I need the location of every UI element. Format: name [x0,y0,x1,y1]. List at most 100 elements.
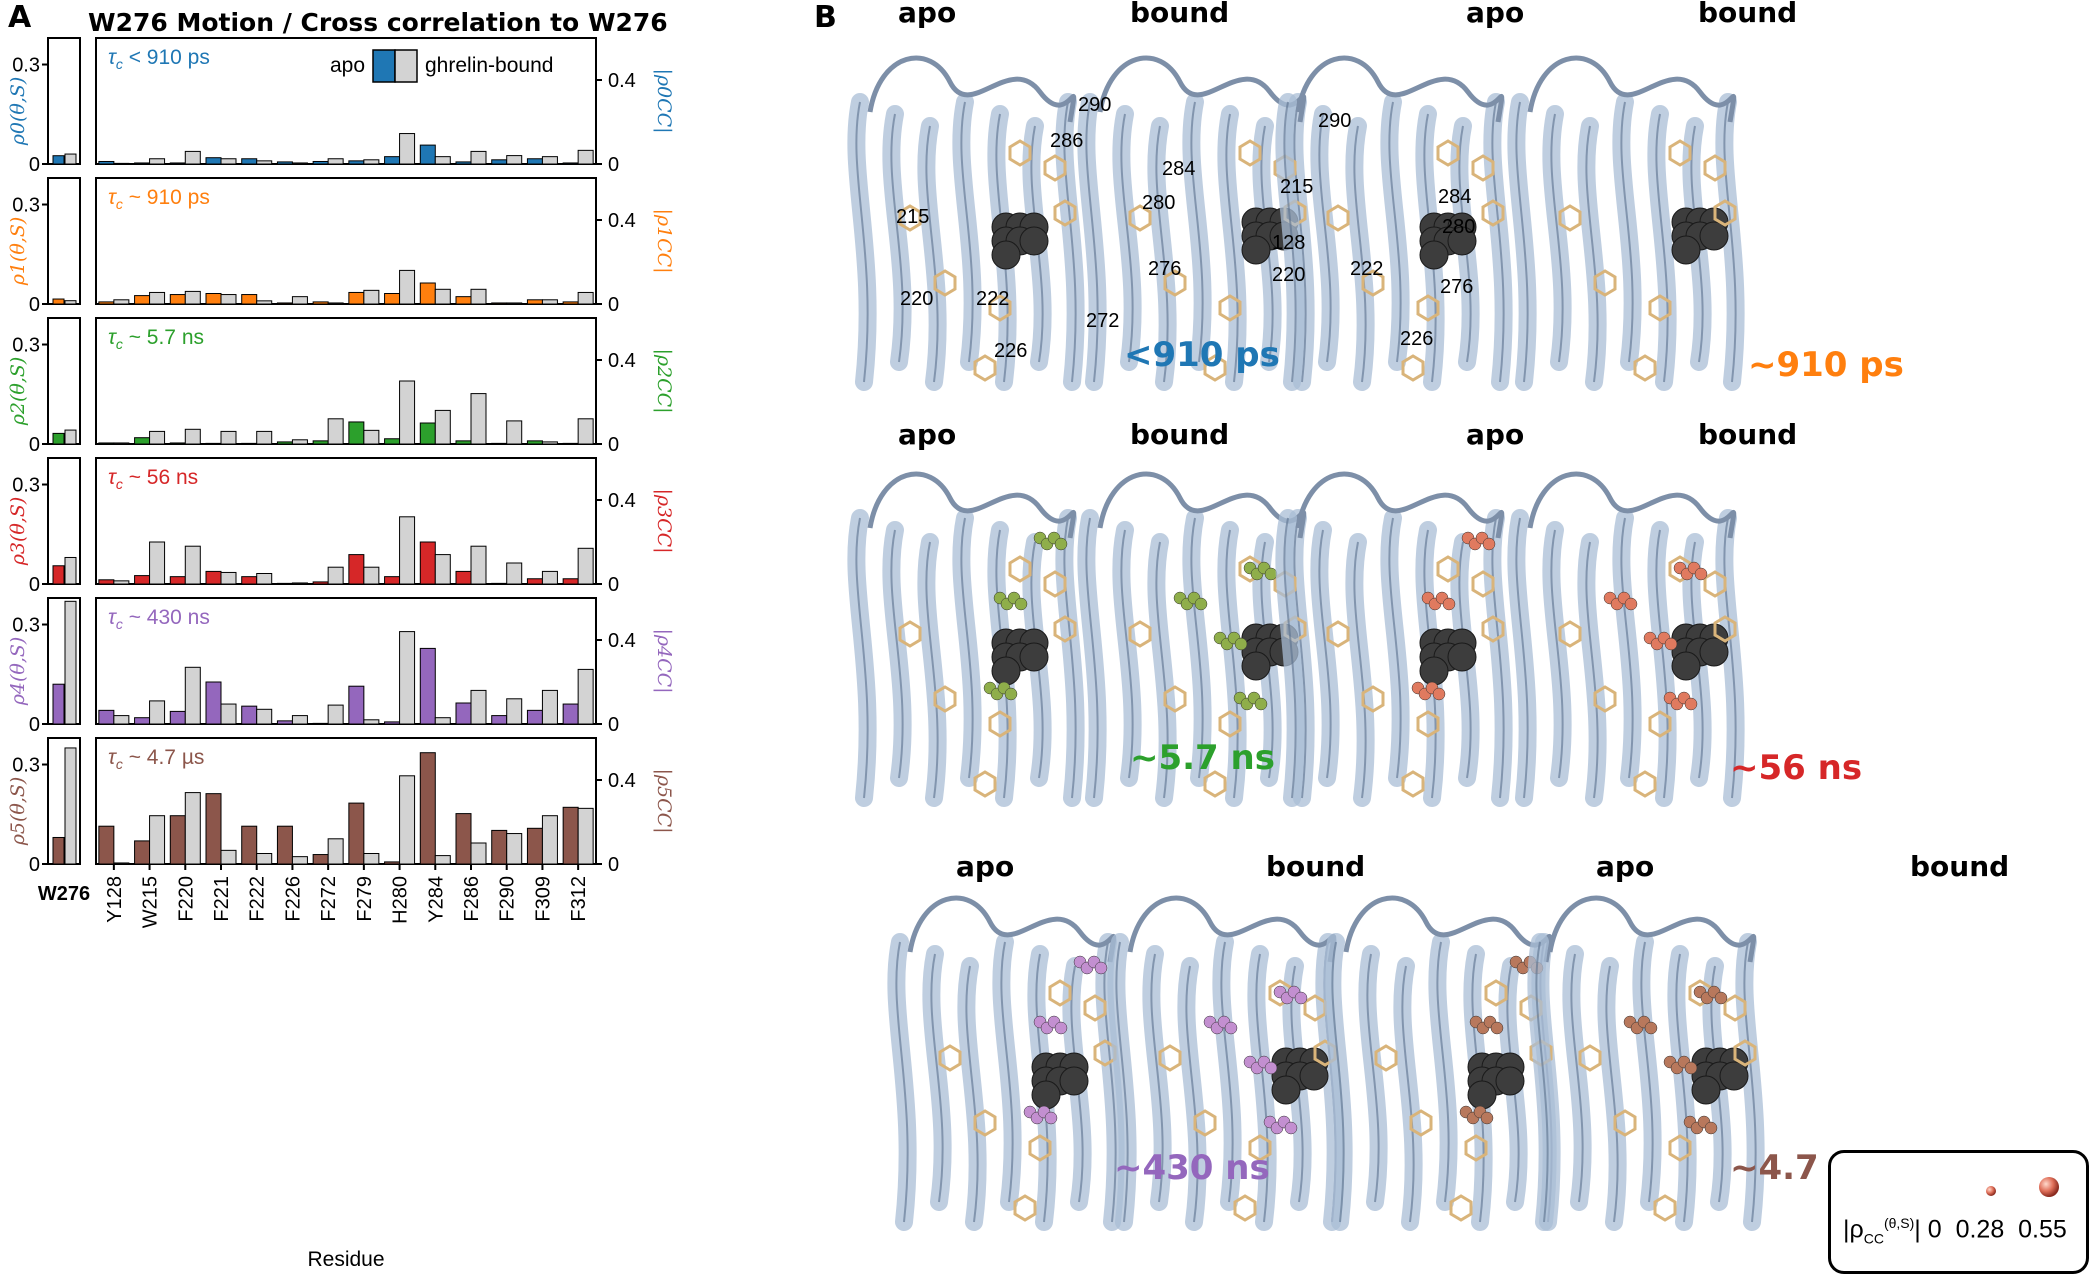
view-label-bound: bound [1266,850,1366,883]
bar-bound [363,719,380,725]
side-chain [1723,994,1747,1022]
bar-bound [291,162,308,165]
helix-ribbon [1428,933,1458,1211]
helix-ribbon [847,93,877,391]
bar-bound [541,570,558,585]
helix-edge [965,965,979,1223]
bar-apo [562,806,579,865]
bar-bound [291,582,308,585]
helix-ribbon [1612,93,1642,371]
helix-edge [1620,101,1634,363]
bar-bound [470,842,487,865]
y-tick-label: 0.3 [12,615,40,637]
loop [1547,895,1757,963]
bar-bound [184,666,201,725]
bar-apo [384,861,401,865]
bar-bound [220,158,237,165]
helix-edge [1190,517,1204,779]
view-label-apo: apo [1596,850,1655,883]
bar-apo [312,581,329,585]
side-chain [1578,1044,1602,1072]
helix-ribbon [1632,933,1662,1211]
protein-snapshot [1527,895,1765,1231]
side-chain [1326,204,1350,232]
bar-w276-apo [52,155,65,165]
correlated-residue [1014,597,1028,611]
helix-ribbon [1542,521,1572,787]
helix-edge [895,941,909,1223]
bar-w276-bound [64,429,77,445]
helix-edge [1585,125,1599,383]
residue-number: 290 [1078,94,1112,116]
bar-bound [184,428,201,445]
residue-axes-frame [95,37,597,165]
helix-ribbon [1507,509,1537,807]
y-axis-label: |ρ4CC| [653,628,675,693]
side-chain [988,710,1012,738]
bar-bound [220,703,237,725]
correlated-residue [1480,1111,1494,1125]
helix-edge [1120,113,1134,363]
helix-edge [855,517,869,799]
bar-bound [434,288,451,305]
residue-number: 284 [1162,158,1196,180]
bar-apo [276,441,293,445]
side-chain [1048,979,1072,1007]
side-chain [1416,294,1440,322]
w276-sphere [1031,1080,1061,1110]
bar-apo [562,703,579,725]
w276-sphere [991,656,1021,686]
correlated-residue [1054,537,1068,551]
w276-axes-frame [47,317,81,445]
helix-ribbon [952,93,982,371]
side-chain [1053,199,1077,227]
correlated-residue [1624,597,1638,611]
panel-b-letter: B [814,0,837,35]
correlated-residue [1264,1061,1278,1075]
side-chain [1613,1109,1637,1137]
residue-number: 226 [994,340,1028,362]
view-label-bound: bound [1130,418,1230,451]
side-chain [898,204,922,232]
helix-ribbon [952,509,982,787]
helix-ribbon [1380,509,1410,787]
timescale-label: τc ~ 56 ns [108,466,198,492]
residue-axes-frame [95,457,597,585]
y-tick-label: 0 [29,294,40,316]
bar-apo [562,578,579,585]
bar-bound [184,545,201,585]
helix-edge [1388,101,1402,363]
bar-apo [455,440,472,445]
side-chain [1648,294,1672,322]
bar-bound [470,545,487,585]
bar-bound [506,833,523,865]
helix-ribbon [847,509,877,807]
bar-bound [470,689,487,725]
bar-apo [205,681,222,725]
side-chain [973,354,997,382]
helix-edge [1155,541,1169,799]
cross-correlation-bar-charts: 00.3ρ0(θ,S)00.4 |ρ0CC|τc < 910 ps apo ghrel… [7,37,675,1271]
view-label-apo: apo [1466,0,1525,29]
side-chain [938,1044,962,1072]
helix-edge [855,101,869,383]
helix-edge [1185,965,1199,1223]
side-chain [1028,1134,1052,1162]
y-axis-label: |ρ5CC| [653,768,675,833]
helix-edge [1353,541,1367,799]
bar-apo [241,294,258,305]
helix-edge [890,529,904,779]
loop [1527,55,1737,123]
bar-apo [491,715,508,725]
helix-edge [1550,529,1564,779]
y-axis-label: ρ4(θ,S) [7,637,29,707]
loop [1295,55,1505,123]
side-chain [1163,269,1187,297]
bar-w276-apo [52,565,65,585]
bar-bound [577,291,594,305]
side-chain [1008,139,1032,167]
helix-edge [925,541,939,799]
residue-number: 286 [1050,130,1084,152]
bar-w276-apo [52,683,65,725]
side-chain [1416,710,1440,738]
